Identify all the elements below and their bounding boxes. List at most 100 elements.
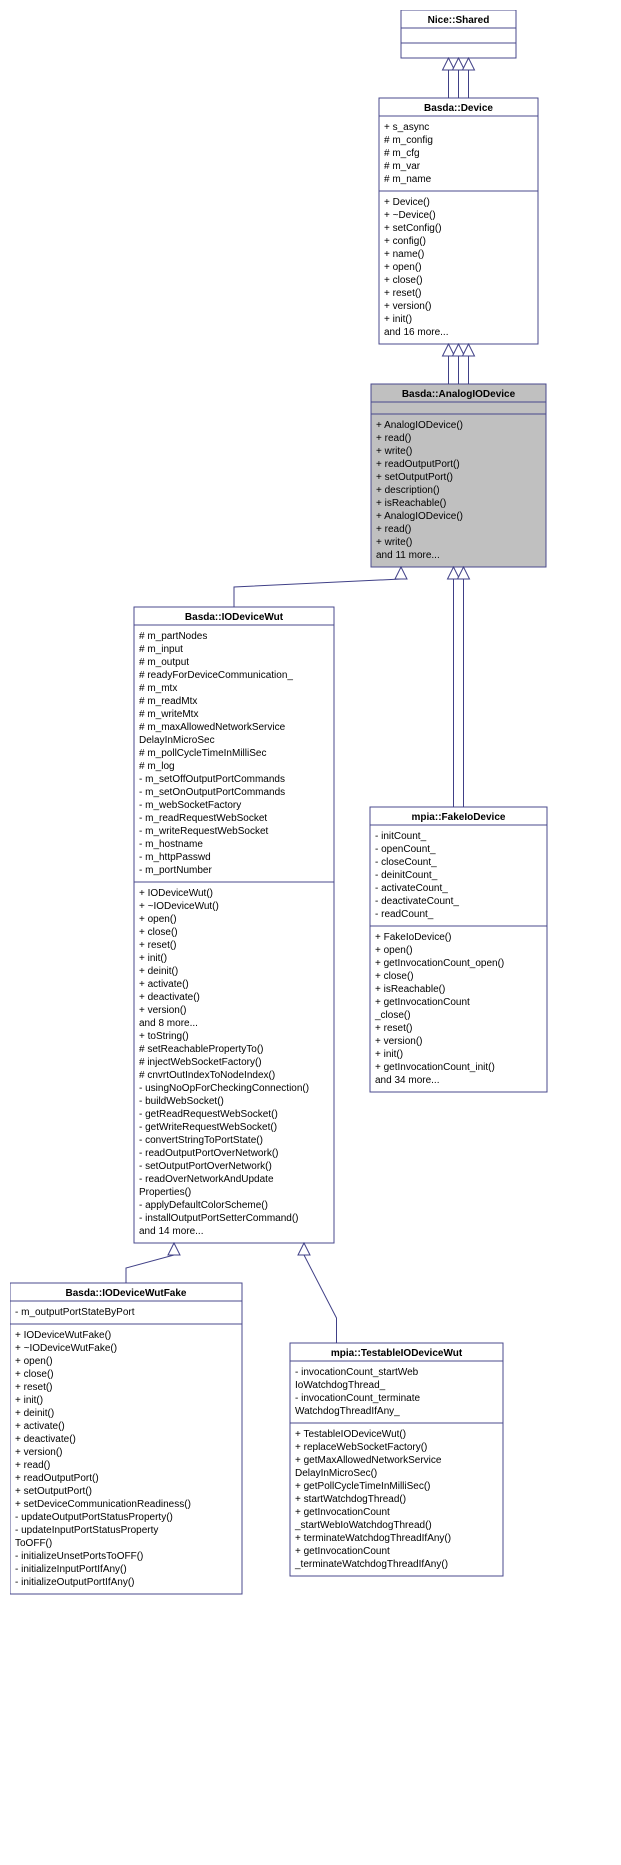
attr: # m_mtx bbox=[139, 683, 177, 694]
method: and 16 more... bbox=[384, 327, 448, 338]
method: + ~IODeviceWutFake() bbox=[15, 1343, 117, 1354]
attr: - m_setOnOutputPortCommands bbox=[139, 787, 285, 798]
method: + getInvocationCount bbox=[295, 1507, 390, 1518]
attr: - m_outputPortStateByPort bbox=[15, 1307, 135, 1318]
method: + deactivate() bbox=[15, 1434, 76, 1445]
method: - updateInputPortStatusProperty bbox=[15, 1525, 158, 1536]
attr: # m_input bbox=[139, 644, 183, 655]
method: + version() bbox=[139, 1005, 187, 1016]
method: + getInvocationCount bbox=[375, 997, 470, 1008]
attr: # m_cfg bbox=[384, 148, 420, 159]
inheritance-arrow bbox=[458, 567, 470, 579]
method: + init() bbox=[375, 1049, 403, 1060]
method: + version() bbox=[384, 301, 432, 312]
method: + open() bbox=[139, 914, 177, 925]
method: + getInvocationCount bbox=[295, 1546, 390, 1557]
method: - getWriteRequestWebSocket() bbox=[139, 1122, 277, 1133]
attr: # m_name bbox=[384, 174, 432, 185]
method: + IODeviceWut() bbox=[139, 888, 213, 899]
method: and 34 more... bbox=[375, 1075, 439, 1086]
attr: - m_webSocketFactory bbox=[139, 800, 241, 811]
inheritance-arrow bbox=[463, 344, 475, 356]
method: + deinit() bbox=[15, 1408, 54, 1419]
attr: - m_hostname bbox=[139, 839, 203, 850]
attr: # m_var bbox=[384, 161, 421, 172]
method: _startWebIoWatchdogThread() bbox=[294, 1520, 432, 1531]
class-title[interactable]: Nice::Shared bbox=[428, 15, 490, 26]
method: + toString() bbox=[139, 1031, 189, 1042]
method: - initializeOutputPortIfAny() bbox=[15, 1577, 135, 1588]
method: + readOutputPort() bbox=[376, 459, 460, 470]
method: and 11 more... bbox=[376, 550, 440, 561]
method: + isReachable() bbox=[376, 498, 446, 509]
method: + close() bbox=[375, 971, 414, 982]
method: + startWatchdogThread() bbox=[295, 1494, 406, 1505]
attr: - m_readRequestWebSocket bbox=[139, 813, 267, 824]
method: # cnvrtOutIndexToNodeIndex() bbox=[139, 1070, 275, 1081]
attr: WatchdogThreadIfAny_ bbox=[295, 1406, 400, 1417]
method: + version() bbox=[15, 1447, 63, 1458]
attr: # m_pollCycleTimeInMilliSec bbox=[139, 748, 266, 759]
attr: - invocationCount_startWeb bbox=[295, 1367, 419, 1378]
attr: # m_readMtx bbox=[139, 696, 197, 707]
method: - applyDefaultColorScheme() bbox=[139, 1200, 268, 1211]
uml-diagram: Nice::SharedBasda::Device+ s_async# m_co… bbox=[10, 10, 611, 1855]
method: + description() bbox=[376, 485, 440, 496]
method: - initializeUnsetPortsToOFF() bbox=[15, 1551, 143, 1562]
method: + readOutputPort() bbox=[15, 1473, 99, 1484]
method: + IODeviceWutFake() bbox=[15, 1330, 111, 1341]
method: + reset() bbox=[384, 288, 422, 299]
method: + Device() bbox=[384, 197, 430, 208]
attr: # readyForDeviceCommunication_ bbox=[139, 670, 293, 681]
method: + init() bbox=[15, 1395, 43, 1406]
class-title[interactable]: Basda::Device bbox=[424, 103, 493, 114]
inheritance-arrow bbox=[463, 58, 475, 70]
inheritance-arrow bbox=[443, 58, 455, 70]
method: + write() bbox=[376, 446, 412, 457]
method: - installOutputPortSetterCommand() bbox=[139, 1213, 299, 1224]
class-title[interactable]: mpia::TestableIODeviceWut bbox=[331, 1348, 463, 1359]
method: + init() bbox=[139, 953, 167, 964]
attr: - activateCount_ bbox=[375, 883, 448, 894]
method: - setOutputPortOverNetwork() bbox=[139, 1161, 272, 1172]
method: + activate() bbox=[139, 979, 189, 990]
attr: # m_partNodes bbox=[139, 631, 207, 642]
attr: IoWatchdogThread_ bbox=[295, 1380, 386, 1391]
attr: - initCount_ bbox=[375, 831, 427, 842]
attr: - m_httpPasswd bbox=[139, 852, 211, 863]
method: - usingNoOpForCheckingConnection() bbox=[139, 1083, 309, 1094]
method: + read() bbox=[376, 433, 411, 444]
class-title[interactable]: Basda::AnalogIODevice bbox=[402, 389, 516, 400]
attr: - openCount_ bbox=[375, 844, 436, 855]
method: + read() bbox=[376, 524, 411, 535]
attr: # m_maxAllowedNetworkService bbox=[139, 722, 286, 733]
class-title[interactable]: Basda::IODeviceWutFake bbox=[66, 1288, 187, 1299]
method: - getReadRequestWebSocket() bbox=[139, 1109, 278, 1120]
method: + reset() bbox=[15, 1382, 53, 1393]
method: # injectWebSocketFactory() bbox=[139, 1057, 262, 1068]
method: DelayInMicroSec() bbox=[295, 1468, 377, 1479]
method: + close() bbox=[139, 927, 178, 938]
method: + getMaxAllowedNetworkService bbox=[295, 1455, 442, 1466]
attr: + s_async bbox=[384, 122, 429, 133]
method: + read() bbox=[15, 1460, 50, 1471]
attr: - m_setOffOutputPortCommands bbox=[139, 774, 285, 785]
method: + config() bbox=[384, 236, 426, 247]
method: _close() bbox=[374, 1010, 411, 1021]
class-title[interactable]: Basda::IODeviceWut bbox=[185, 612, 284, 623]
class-title[interactable]: mpia::FakeIoDevice bbox=[412, 812, 506, 823]
method: + ~Device() bbox=[384, 210, 436, 221]
method: + ~IODeviceWut() bbox=[139, 901, 219, 912]
inheritance-arrow bbox=[298, 1243, 310, 1255]
attr: - invocationCount_terminate bbox=[295, 1393, 421, 1404]
attr: - readCount_ bbox=[375, 909, 434, 920]
attr: - deactivateCount_ bbox=[375, 896, 459, 907]
method: + AnalogIODevice() bbox=[376, 420, 463, 431]
method: + getInvocationCount_init() bbox=[375, 1062, 495, 1073]
method: - buildWebSocket() bbox=[139, 1096, 224, 1107]
method: + init() bbox=[384, 314, 412, 325]
attr: - deinitCount_ bbox=[375, 870, 438, 881]
method: - readOutputPortOverNetwork() bbox=[139, 1148, 279, 1159]
method: + isReachable() bbox=[375, 984, 445, 995]
attr: # m_output bbox=[139, 657, 189, 668]
